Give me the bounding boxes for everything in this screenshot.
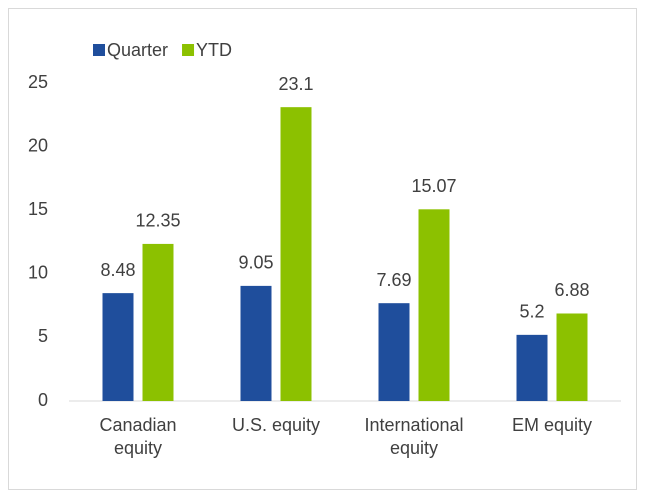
legend-swatch <box>93 44 105 56</box>
y-tick-label: 15 <box>28 199 48 219</box>
y-tick-label: 25 <box>28 72 48 92</box>
bar <box>556 313 588 401</box>
y-tick-label: 5 <box>38 326 48 346</box>
x-tick-label: EM equity <box>511 415 593 435</box>
value-label: 9.05 <box>238 253 273 273</box>
value-label: 15.07 <box>411 176 456 196</box>
legend-label: YTD <box>196 40 232 60</box>
bar <box>418 209 450 401</box>
value-label: 6.88 <box>554 280 589 300</box>
value-label: 8.48 <box>100 260 135 280</box>
x-tick-label: International equity <box>364 415 464 458</box>
legend-label: Quarter <box>107 40 168 60</box>
bar <box>102 293 134 401</box>
value-label: 23.1 <box>278 74 313 94</box>
y-tick-label: 10 <box>28 263 48 283</box>
chart-border <box>8 8 637 490</box>
legend-swatch <box>182 44 195 56</box>
x-tick-label: Canadian equity <box>99 415 177 458</box>
bar <box>516 334 548 401</box>
bar <box>240 285 272 401</box>
value-label: 5.2 <box>519 302 544 322</box>
y-tick-label: 0 <box>38 390 48 410</box>
bar <box>280 107 312 401</box>
x-tick-label: U.S. equity <box>231 415 321 435</box>
y-tick-label: 20 <box>28 135 48 155</box>
value-label: 7.69 <box>376 270 411 290</box>
value-label: 12.35 <box>135 211 180 231</box>
bar <box>142 243 174 401</box>
bar <box>378 303 410 401</box>
